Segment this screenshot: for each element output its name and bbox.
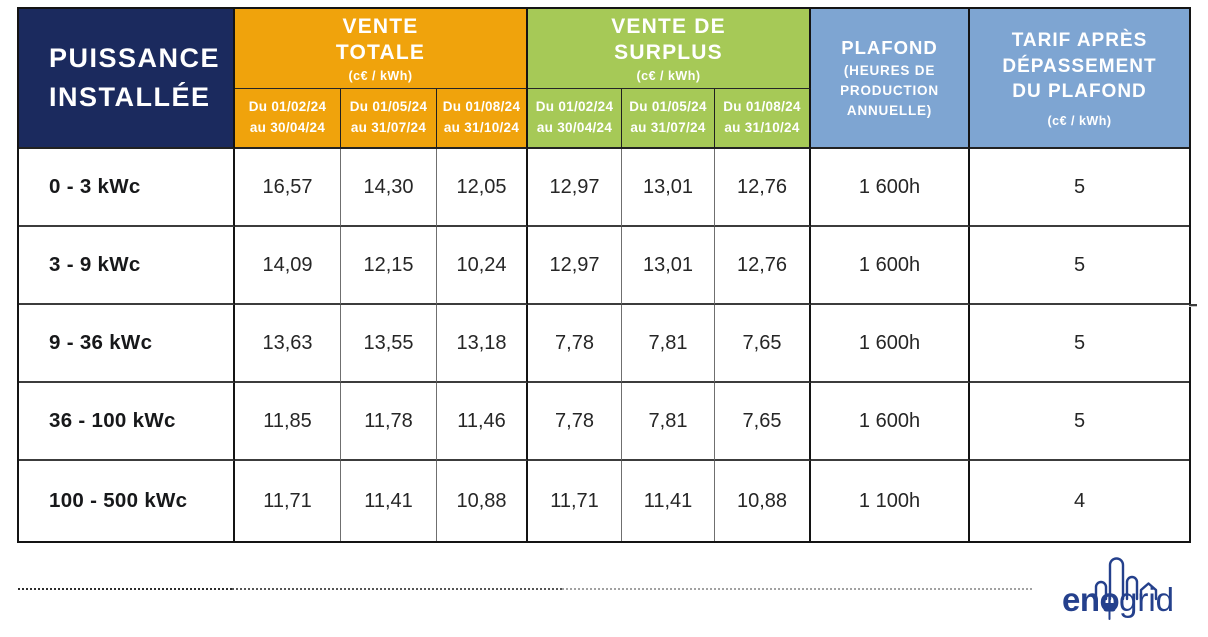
value-cell: 13,55: [341, 305, 437, 383]
value-cell: 13,01: [622, 149, 715, 227]
period-line: Du 01/05/24: [349, 99, 428, 115]
period-line: au 31/07/24: [350, 120, 427, 135]
period-header-vs-2: Du 01/05/24 au 31/07/24: [622, 89, 715, 149]
dotted-separator: [562, 588, 1032, 590]
value-cell: 12,15: [341, 227, 437, 305]
period-line: au 30/04/24: [536, 120, 613, 135]
period-line: Du 01/02/24: [535, 99, 614, 115]
vente-totale-title-line2: TOTALE: [335, 41, 426, 64]
period-line: Du 01/02/24: [248, 99, 327, 115]
logo-text-bold: eno: [1062, 581, 1119, 618]
row-label: 3 - 9 kWc: [19, 227, 235, 305]
value-cell: 10,24: [437, 227, 528, 305]
value-cell: 7,78: [528, 383, 622, 461]
period-header-vs-1: Du 01/02/24 au 30/04/24: [528, 89, 622, 149]
value-cell: 11,41: [622, 461, 715, 541]
value-cell: 7,81: [622, 383, 715, 461]
value-cell: 11,41: [341, 461, 437, 541]
vente-surplus-unit: (c€ / kWh): [636, 69, 701, 84]
value-cell: 7,81: [622, 305, 715, 383]
tarif-title: TARIF APRÈS DÉPASSEMENT DU PLAFOND: [1002, 30, 1157, 103]
period-line: Du 01/05/24: [629, 99, 707, 115]
value-cell: 11,71: [528, 461, 622, 541]
plafond-header-cell: PLAFOND (HEURES DE PRODUCTION ANNUELLE): [811, 9, 970, 149]
plafond-cell: 1 600h: [811, 383, 970, 461]
value-cell: 12,97: [528, 227, 622, 305]
value-cell: 13,63: [235, 305, 341, 383]
period-header-vt-3: Du 01/08/24 au 31/10/24: [437, 89, 528, 149]
buildings-icon: [1094, 557, 1158, 601]
row-label: 36 - 100 kWc: [19, 383, 235, 461]
enogrid-logo: eno grid: [1058, 549, 1200, 633]
value-cell: 12,05: [437, 149, 528, 227]
tariff-table: PUISSANCE INSTALLÉE VENTE TOTALE (c€ / k…: [17, 7, 1191, 543]
plafond-subtitle: (HEURES DE PRODUCTION ANNUELLE): [840, 62, 939, 119]
row-label: 100 - 500 kWc: [19, 461, 235, 541]
vente-totale-title-line1: VENTE: [342, 14, 419, 38]
value-cell: 7,78: [528, 305, 622, 383]
period-line: au 31/07/24: [630, 120, 706, 135]
period-line: au 31/10/24: [443, 120, 520, 135]
value-cell: 7,65: [715, 305, 811, 383]
period-line: Du 01/08/24: [723, 99, 801, 115]
row-label: 9 - 36 kWc: [19, 305, 235, 383]
value-cell: 12,76: [715, 227, 811, 305]
plafond-cell: 1 100h: [811, 461, 970, 541]
period-line: au 31/10/24: [724, 120, 800, 135]
period-line: au 30/04/24: [249, 120, 326, 135]
vente-totale-header-cell: VENTE TOTALE (c€ / kWh): [235, 9, 528, 89]
tarif-cell: 5: [970, 383, 1189, 461]
tarif-cell: 5: [970, 227, 1189, 305]
vente-totale-unit: (c€ / kWh): [348, 69, 413, 84]
corner-header-label: PUISSANCE INSTALLÉE: [49, 42, 221, 112]
period-header-vt-2: Du 01/05/24 au 31/07/24: [341, 89, 437, 149]
value-cell: 12,76: [715, 149, 811, 227]
plafond-cell: 1 600h: [811, 149, 970, 227]
plafond-cell: 1 600h: [811, 305, 970, 383]
value-cell: 11,78: [341, 383, 437, 461]
plug-icon: [1103, 593, 1116, 620]
plafond-title: PLAFOND: [841, 36, 938, 58]
row-divider-tick-shadow: [1189, 306, 1197, 307]
vente-surplus-title-line2: SURPLUS: [614, 41, 723, 64]
value-cell: 7,65: [715, 383, 811, 461]
tarif-cell: 5: [970, 305, 1189, 383]
period-header-vt-1: Du 01/02/24 au 30/04/24: [235, 89, 341, 149]
value-cell: 14,30: [341, 149, 437, 227]
tarif-header-cell: TARIF APRÈS DÉPASSEMENT DU PLAFOND (c€ /…: [970, 9, 1189, 149]
value-cell: 10,88: [715, 461, 811, 541]
value-cell: 13,01: [622, 227, 715, 305]
row-label: 0 - 3 kWc: [19, 149, 235, 227]
value-cell: 13,18: [437, 305, 528, 383]
value-cell: 11,46: [437, 383, 528, 461]
plafond-cell: 1 600h: [811, 227, 970, 305]
tarif-cell: 4: [1073, 489, 1086, 512]
row-divider-tick: [1189, 304, 1197, 306]
row-label-text: 9 - 36 kWc: [49, 331, 153, 354]
value-cell: 12,97: [528, 149, 622, 227]
value-cell: 14,09: [235, 227, 341, 305]
vente-surplus-title-line1: VENTE DE: [611, 14, 726, 38]
value-cell: 11,71: [235, 461, 341, 541]
logo-text-light: grid: [1119, 581, 1174, 618]
value-cell: 10,88: [437, 461, 528, 541]
tarif-unit: (c€ / kWh): [1047, 113, 1112, 128]
dotted-separator: [18, 588, 232, 590]
period-line: Du 01/08/24: [442, 99, 521, 115]
value-cell: 16,57: [235, 149, 341, 227]
tarif-cell: 5: [970, 149, 1189, 227]
row-label-text: 36 - 100 kWc: [49, 409, 176, 432]
corner-header-cell: PUISSANCE INSTALLÉE: [19, 9, 235, 149]
dotted-separator: [232, 588, 562, 590]
row-label-text: 3 - 9 kWc: [49, 253, 141, 276]
row-label-text: 0 - 3 kWc: [49, 175, 141, 198]
vente-surplus-header-cell: VENTE DE SURPLUS (c€ / kWh): [528, 9, 811, 89]
period-header-vs-3: Du 01/08/24 au 31/10/24: [715, 89, 811, 149]
value-cell: 11,85: [235, 383, 341, 461]
row-label-text: 100 - 500 kWc: [49, 489, 188, 512]
